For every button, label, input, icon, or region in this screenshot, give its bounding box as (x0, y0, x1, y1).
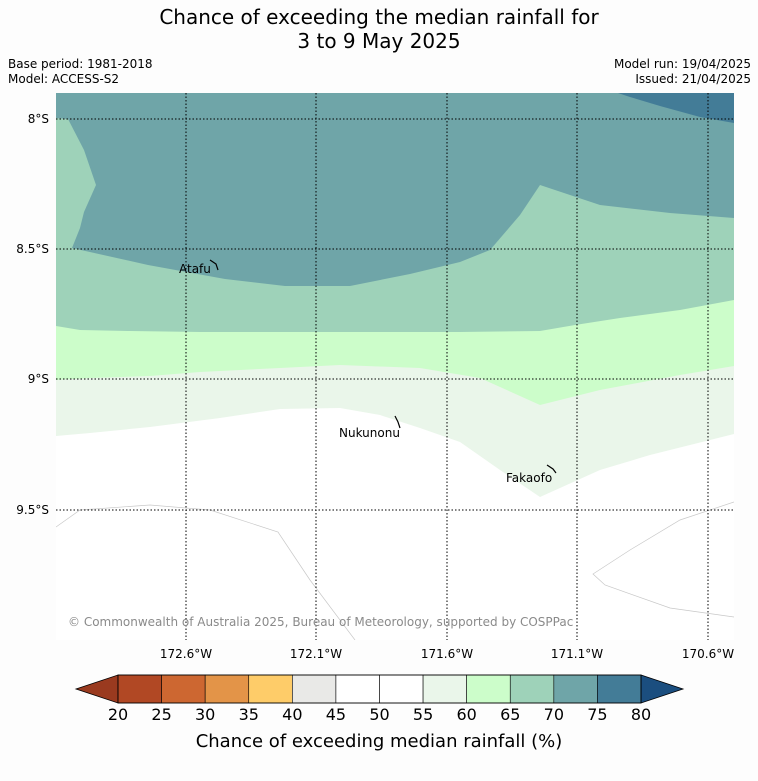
colorbar-tick-25: 25 (151, 705, 171, 724)
colorbar-tick-80: 80 (631, 705, 651, 724)
colorbar-tick-40: 40 (282, 705, 302, 724)
lon-label-171-1w: 171.1°W (551, 647, 603, 661)
lat-label-9-5s: 9.5°S (16, 503, 49, 517)
colorbar-tick-60: 60 (456, 705, 476, 724)
colorbar-swatch-20-25 (117, 674, 162, 704)
colorbar-swatch-25-30 (161, 674, 206, 704)
meta-right: Model run: 19/04/2025 Issued: 21/04/2025 (614, 57, 751, 87)
colorbar-under-arrow (74, 674, 119, 704)
colorbar-tick-50: 50 (369, 705, 389, 724)
colorbar-swatch-40-45 (292, 674, 337, 704)
nukunonu-atoll (394, 415, 401, 429)
colorbar-tick-55: 55 (413, 705, 433, 724)
colorbar-swatches (117, 674, 642, 704)
colorbar-swatch-30-35 (204, 674, 250, 704)
colorbar-tick-75: 75 (587, 705, 607, 724)
colorbar-tick-30: 30 (195, 705, 215, 724)
place-label-fakaofo: Fakaofo (506, 471, 552, 485)
model-run: Model run: 19/04/2025 (613, 57, 751, 71)
colorbar-tick-labels: 20 25 30 35 40 45 50 55 60 65 70 75 80 (108, 705, 651, 724)
meta-left: Base period: 1981-2018 Model: ACCESS-S2 (8, 57, 153, 87)
colorbar-swatch-35-40 (248, 674, 293, 704)
colorbar-swatch-75-80 (597, 674, 642, 704)
colorbar: 20 25 30 35 40 45 50 55 60 65 70 75 80 Chance of exc… (74, 674, 685, 752)
base-period: Base period: 1981-2018 (8, 57, 153, 71)
lon-label-171-6w: 171.6°W (421, 647, 473, 661)
lon-label-170-6w: 170.6°W (682, 647, 734, 661)
lat-label-8s: 8°S (28, 112, 49, 126)
colorbar-tick-35: 35 (239, 705, 259, 724)
graticule (56, 93, 734, 640)
place-label-atafu: Atafu (179, 262, 211, 276)
colorbar-swatch-50-55 (379, 674, 424, 704)
map-title: Chance of exceeding the median rainfall … (0, 5, 758, 53)
title-line-1: Chance of exceeding the median rainfall … (159, 5, 599, 29)
lat-label-9s: 9°S (28, 372, 49, 386)
title-line-2: 3 to 9 May 2025 (297, 29, 461, 53)
colorbar-tick-45: 45 (326, 705, 346, 724)
lat-axis-labels: 8°S 8.5°S 9°S 9.5°S (16, 112, 49, 517)
issued-date: Issued: 21/04/2025 (635, 72, 751, 86)
atafu-atoll (209, 259, 219, 271)
colorbar-swatch-70-75 (553, 674, 598, 704)
colorbar-swatch-60-65 (466, 674, 511, 704)
colorbar-swatch-45-50 (335, 674, 380, 704)
lon-label-172-1w: 172.1°W (290, 647, 342, 661)
colorbar-swatch-65-70 (509, 674, 555, 704)
colorbar-tick-65: 65 (500, 705, 520, 724)
colorbar-tick-70: 70 (544, 705, 564, 724)
colorbar-over-arrow (640, 674, 685, 704)
model-name: Model: ACCESS-S2 (8, 72, 120, 86)
lon-axis-labels: 172.6°W 172.1°W 171.6°W 171.1°W 170.6°W (160, 647, 734, 661)
colorbar-title: Chance of exceeding median rainfall (%) (196, 731, 563, 752)
atoll-outlines (209, 259, 557, 474)
lat-label-8-5s: 8.5°S (16, 242, 49, 256)
colorbar-tick-20: 20 (108, 705, 128, 724)
fakaofo-atoll (546, 464, 557, 474)
copyright-notice: © Commonwealth of Australia 2025, Bureau… (68, 615, 573, 629)
colorbar-swatch-55-60 (422, 674, 467, 704)
band-75-80 (56, 93, 734, 286)
colorbar-frame (117, 674, 642, 704)
place-label-nukunonu: Nukunonu (339, 426, 400, 440)
lon-label-172-6w: 172.6°W (160, 647, 212, 661)
band-80-plus (618, 93, 734, 123)
map-area: Atafu Nukunonu Fakaofo © Commonwealth of… (56, 93, 734, 640)
